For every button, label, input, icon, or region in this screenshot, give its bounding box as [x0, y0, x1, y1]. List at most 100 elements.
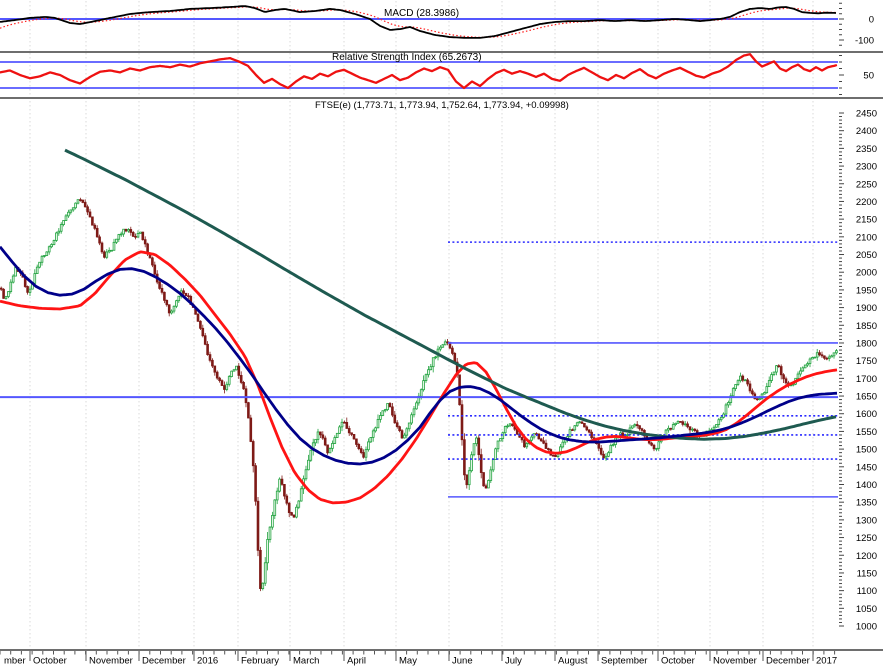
candle-body	[177, 295, 181, 302]
candle-body	[611, 444, 615, 446]
candle-body	[429, 366, 433, 371]
candle-body	[590, 431, 593, 439]
candle-body	[479, 454, 483, 473]
candle-body	[813, 356, 817, 359]
candle-body	[739, 375, 742, 382]
candle-body	[671, 424, 675, 430]
candle-body	[719, 416, 723, 421]
price-axis-label: 1450	[856, 462, 877, 473]
candle-body	[405, 428, 409, 436]
candle-body	[827, 356, 831, 359]
candle-body	[117, 234, 121, 240]
price-axis-label: 1550	[856, 427, 877, 438]
macd-axis-label: 0	[869, 15, 874, 26]
price-axis-label: 1800	[856, 338, 877, 349]
candle-body	[585, 426, 589, 431]
candle-body	[799, 370, 802, 375]
month-label: mber	[4, 656, 26, 667]
candle-body	[424, 374, 428, 381]
candle-body	[587, 429, 591, 433]
candle-body	[772, 371, 776, 375]
candle-body	[268, 526, 272, 540]
candle-body	[467, 470, 471, 486]
candle-body	[729, 395, 733, 403]
candle-body	[765, 386, 769, 394]
candle-body	[275, 490, 279, 501]
candle-body	[578, 421, 581, 424]
candle-body	[808, 358, 812, 364]
candle-body	[105, 251, 109, 258]
candle-body	[59, 224, 63, 232]
candle-body	[544, 442, 548, 449]
candle-body	[722, 413, 725, 418]
candle-body	[607, 452, 610, 457]
candle-body	[213, 365, 217, 373]
candle-body	[45, 251, 49, 256]
candle-body	[256, 500, 260, 551]
candle-body	[779, 366, 783, 376]
candle-body	[220, 380, 224, 386]
price-axis-label: 1900	[856, 303, 877, 314]
candle-body	[88, 211, 92, 218]
candle-body	[203, 335, 207, 345]
price-axis-label: 1150	[857, 568, 877, 579]
candle-body	[542, 440, 545, 444]
candle-body	[71, 207, 75, 211]
candle-body	[74, 202, 77, 209]
candle-body	[206, 343, 209, 355]
candle-body	[127, 229, 130, 232]
candle-body	[244, 388, 248, 404]
candle-body	[400, 430, 404, 439]
candle-body	[686, 423, 689, 428]
candle-body	[165, 299, 169, 306]
candle-body	[91, 216, 94, 226]
candle-body	[261, 582, 265, 589]
candle-body	[633, 424, 637, 427]
candle-body	[830, 355, 833, 358]
candle-body	[419, 389, 423, 397]
candle-body	[758, 398, 761, 401]
candle-body	[835, 350, 838, 354]
candle-body	[412, 408, 416, 416]
candle-body	[266, 538, 269, 564]
candle-body	[136, 233, 140, 238]
candle-body	[652, 444, 656, 450]
candle-body	[232, 369, 236, 372]
candle-body	[391, 406, 394, 416]
candle-body	[782, 374, 785, 380]
candle-body	[172, 305, 176, 312]
candle-body	[331, 443, 334, 449]
candle-body	[364, 449, 368, 458]
candle-body	[583, 422, 586, 428]
candle-body	[676, 421, 680, 424]
candle-body	[350, 432, 353, 435]
candle-body	[295, 506, 298, 518]
candle-body	[33, 273, 37, 284]
candle-body	[355, 438, 358, 445]
candle-body	[11, 275, 15, 283]
candle-body	[475, 437, 478, 445]
candle-body	[208, 354, 212, 361]
candle-body	[335, 432, 339, 438]
price-axis-label: 2100	[856, 232, 877, 243]
candle-body	[472, 443, 476, 456]
candle-body	[422, 380, 425, 391]
candle-body	[818, 352, 821, 356]
candle-body	[443, 341, 447, 346]
candle-body	[523, 439, 526, 448]
navy-moving-average	[0, 245, 838, 466]
month-label: February	[241, 656, 279, 667]
candle-body	[763, 392, 766, 395]
candle-body	[508, 423, 512, 427]
candle-body	[825, 357, 829, 360]
candle-body	[297, 500, 301, 508]
candle-body	[734, 384, 737, 390]
candle-body	[755, 398, 759, 401]
candle-body	[115, 238, 118, 243]
candle-body	[158, 281, 161, 289]
candle-body	[2, 288, 5, 299]
candle-body	[460, 404, 464, 441]
month-label: 2017	[816, 656, 837, 667]
candle-body	[153, 264, 157, 275]
price-axis-label: 1500	[856, 445, 877, 456]
